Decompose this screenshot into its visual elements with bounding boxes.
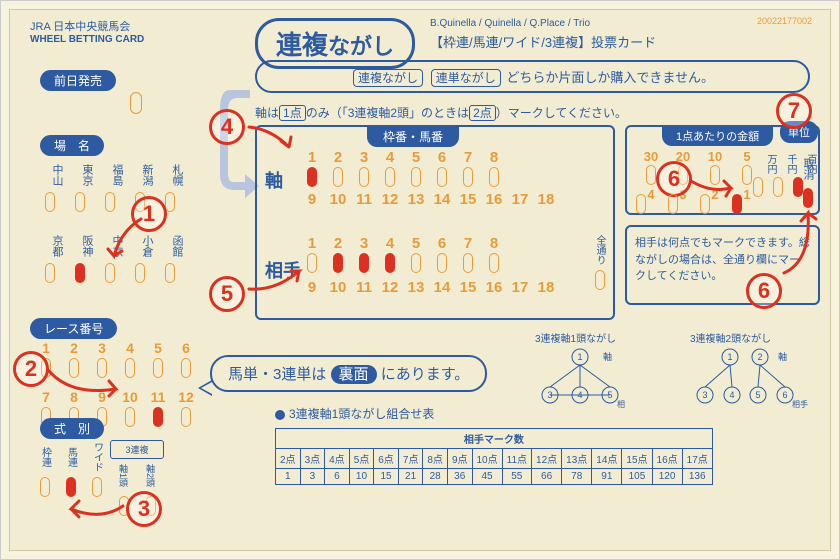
- zentori-label: 全通り: [592, 235, 607, 265]
- betting-card: JRA 日本中央競馬会 WHEEL BETTING CARD 200221770…: [9, 9, 831, 551]
- svg-text:4: 4: [577, 390, 582, 400]
- svg-text:軸: 軸: [603, 351, 612, 362]
- combo-title: 3連複軸1頭ながし組合せ表: [275, 405, 434, 422]
- mark-oval[interactable]: [359, 253, 369, 273]
- svg-text:軸: 軸: [778, 351, 787, 362]
- combo-table: 相手マーク数2点3点4点5点6点7点8点9点10点11点12点13点14点15点…: [275, 428, 713, 485]
- mark-oval[interactable]: [411, 253, 421, 273]
- mark-oval[interactable]: [307, 253, 317, 273]
- svg-text:相手: 相手: [792, 399, 808, 409]
- unit-mark[interactable]: [773, 177, 783, 197]
- mark-oval[interactable]: [45, 192, 55, 212]
- svg-text:5: 5: [755, 390, 760, 400]
- type-mark[interactable]: [40, 477, 50, 497]
- svg-text:4: 4: [729, 390, 734, 400]
- unit-mark[interactable]: [753, 177, 763, 197]
- presale-section: 前日発売: [40, 70, 116, 91]
- amount-mark[interactable]: [636, 194, 646, 214]
- mark-oval[interactable]: [437, 167, 447, 187]
- amount-mark[interactable]: [700, 194, 710, 214]
- mark-oval[interactable]: [125, 407, 135, 427]
- svg-text:5: 5: [607, 390, 612, 400]
- venue-section: 場 名: [40, 135, 104, 156]
- diagram-1: 3連複軸1頭ながし 1 軸 3 4 5 相手: [535, 330, 625, 410]
- svg-text:1: 1: [577, 352, 582, 362]
- mark-oval[interactable]: [153, 358, 163, 378]
- number-panel-header: 枠番・馬番: [367, 126, 459, 147]
- mark-oval[interactable]: [385, 167, 395, 187]
- amount-mark[interactable]: [732, 194, 742, 214]
- race-section: レース番号: [30, 318, 117, 339]
- mark-oval[interactable]: [75, 192, 85, 212]
- annotation-4: 4: [209, 109, 245, 145]
- type-section: 式 別: [40, 418, 104, 439]
- presale-mark[interactable]: [130, 92, 142, 114]
- axis-label: 軸: [265, 167, 283, 193]
- annotation-6b: 6: [746, 273, 782, 309]
- info-box: 相手は何点でもマークできます。総ながしの場合は、全通り欄にマークしてください。: [625, 225, 820, 305]
- mark-oval[interactable]: [45, 263, 55, 283]
- mark-oval[interactable]: [489, 253, 499, 273]
- annotation-5: 5: [209, 276, 245, 312]
- notice-box: 連複ながし 連単ながし どちらか片面しか購入できません。: [255, 60, 810, 93]
- card-type: WHEEL BETTING CARD: [30, 34, 144, 45]
- svg-text:3: 3: [702, 390, 707, 400]
- mark-oval[interactable]: [135, 263, 145, 283]
- number-panel: 枠番・馬番 軸 12345678 9101112131415161718 相手 …: [255, 125, 615, 320]
- mark-oval[interactable]: [165, 263, 175, 283]
- mark-oval[interactable]: [385, 253, 395, 273]
- mark-oval[interactable]: [69, 358, 79, 378]
- title-jp: 【枠連/馬連/ワイド/3連複】投票カード: [430, 32, 656, 51]
- mark-oval[interactable]: [411, 167, 421, 187]
- mark-oval[interactable]: [333, 167, 343, 187]
- amount-mark[interactable]: [668, 194, 678, 214]
- serial-code: 20022177002: [757, 16, 812, 26]
- speech-tail-icon: [198, 380, 212, 396]
- mark-oval[interactable]: [463, 253, 473, 273]
- annotation-7: 7: [776, 93, 812, 129]
- mark-oval[interactable]: [153, 407, 163, 427]
- mark-oval[interactable]: [181, 407, 191, 427]
- zentori-mark[interactable]: [595, 270, 605, 290]
- mark-oval[interactable]: [333, 253, 343, 273]
- mark-oval[interactable]: [437, 253, 447, 273]
- opponent-label: 相手: [265, 257, 301, 283]
- svg-text:3: 3: [547, 390, 552, 400]
- annotation-2: 2: [13, 351, 49, 387]
- axis-note: 軸は1点のみ（「3連複軸2頭」のときは2点）マークしてください。: [255, 104, 627, 121]
- title-eng: B.Quinella / Quinella / Q.Place / Trio: [430, 18, 590, 29]
- type-mark[interactable]: [66, 477, 76, 497]
- mark-oval[interactable]: [181, 358, 191, 378]
- annotation-3: 3: [126, 491, 162, 527]
- mark-oval[interactable]: [97, 358, 107, 378]
- amount-header: 1点あたりの金額: [662, 126, 773, 146]
- annotation-1: 1: [131, 196, 167, 232]
- diagram-2: 3連複軸2頭ながし 1 2 軸 3 4 5 6 相手: [690, 330, 810, 410]
- cancel-label: 取消: [800, 158, 816, 180]
- mark-oval[interactable]: [105, 263, 115, 283]
- mark-oval[interactable]: [359, 167, 369, 187]
- svg-text:相手: 相手: [617, 399, 625, 409]
- svg-text:1: 1: [727, 352, 732, 362]
- mark-oval[interactable]: [307, 167, 317, 187]
- unit-mark[interactable]: [793, 177, 803, 197]
- org-name: JRA 日本中央競馬会: [30, 18, 130, 34]
- venue-grid: 中山東京福島新潟札幌 京都阪神中京小倉函館: [35, 160, 215, 288]
- cancel-mark[interactable]: [803, 188, 813, 208]
- mark-oval[interactable]: [75, 263, 85, 283]
- svg-text:2: 2: [757, 352, 762, 362]
- svg-text:6: 6: [782, 390, 787, 400]
- type-mark[interactable]: [92, 477, 102, 497]
- mark-oval[interactable]: [463, 167, 473, 187]
- annotation-6a: 6: [656, 161, 692, 197]
- mark-oval[interactable]: [125, 358, 135, 378]
- back-note: 馬単・3連単は 裏面 にあります。: [210, 355, 487, 392]
- mark-oval[interactable]: [489, 167, 499, 187]
- mark-oval[interactable]: [105, 192, 115, 212]
